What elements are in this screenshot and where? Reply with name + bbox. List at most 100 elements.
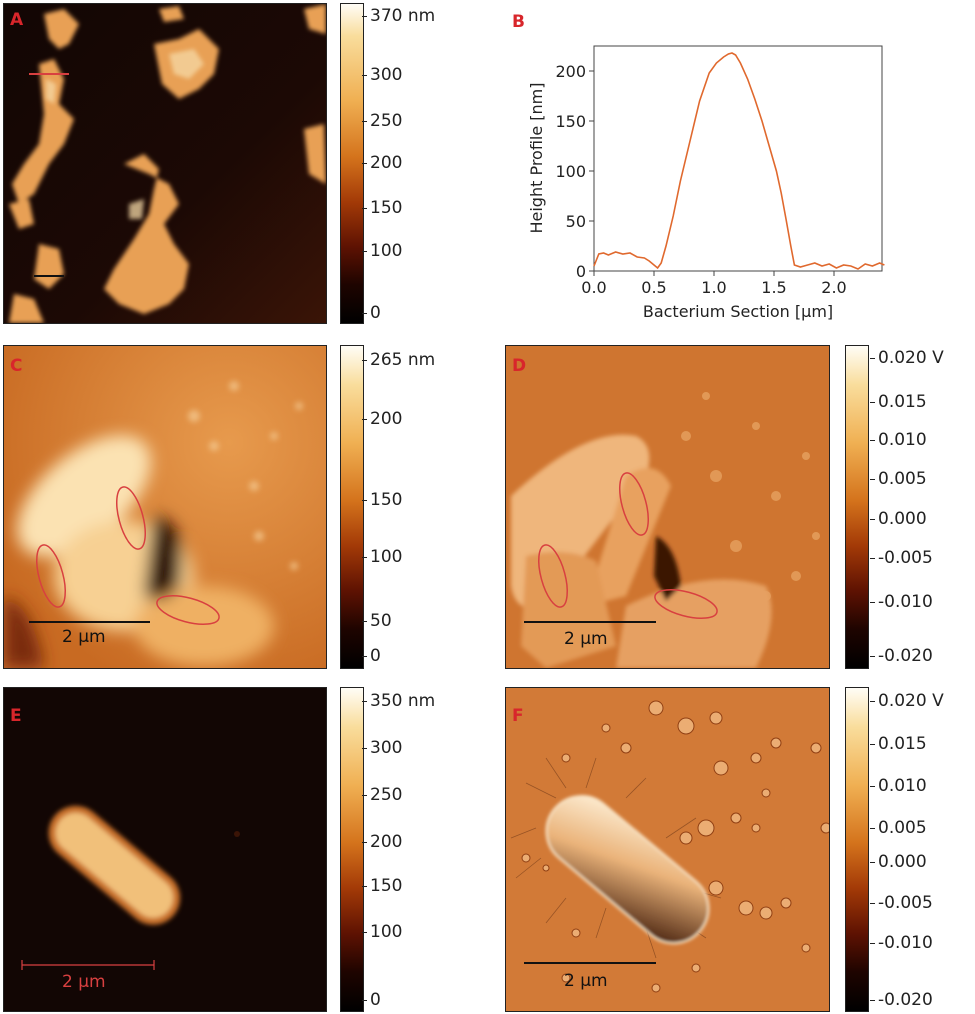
colorbar-tick-label: 50 xyxy=(370,611,392,631)
y-axis-label: Height Profile [nm] xyxy=(527,82,546,233)
colorbar-tick-label: 370 nm xyxy=(370,6,436,26)
colorbar-tick-mark xyxy=(362,748,367,749)
colorbar-tick-mark xyxy=(362,500,367,501)
colorbar-tick-label: 200 xyxy=(370,153,403,173)
colorbar-tick-label: 0.005 xyxy=(878,818,927,838)
panel-label-d: D xyxy=(512,356,527,376)
panel-label-b: B xyxy=(512,12,525,32)
colorbar-tick-label: 0 xyxy=(370,646,381,666)
colorbar-tick-label: -0.010 xyxy=(878,933,933,953)
colorbar-tick-mark xyxy=(870,903,875,904)
colorbar-tick-mark xyxy=(870,862,875,863)
colorbar-tick-label: 0.000 xyxy=(878,509,927,529)
colorbar-tick-mark xyxy=(362,656,367,657)
colorbar-tick-label: 0.005 xyxy=(878,469,927,489)
colorbar-d xyxy=(845,345,869,669)
colorbar-tick-mark xyxy=(870,558,875,559)
colorbar-tick-label: 0 xyxy=(370,990,381,1010)
y-tick-label: 150 xyxy=(555,112,586,131)
y-tick-label: 200 xyxy=(555,62,586,81)
scale-bar-label-c: 2 μm xyxy=(62,627,106,647)
colorbar-tick-label: 300 xyxy=(370,738,403,758)
colorbar-tick-mark xyxy=(362,251,367,252)
panel-label-e: E xyxy=(10,706,22,726)
afm-height-image-e: E 2 μm xyxy=(3,687,327,1012)
colorbar-tick-mark xyxy=(362,16,367,17)
colorbar-tick-label: 200 xyxy=(370,832,403,852)
colorbar-tick-mark xyxy=(870,701,875,702)
colorbar-tick-label: 0.015 xyxy=(878,734,927,754)
height-profile-series-line xyxy=(593,52,885,270)
colorbar-tick-mark xyxy=(870,1000,875,1001)
scale-bar-label-f: 2 μm xyxy=(564,971,608,991)
x-tick-label: 0.5 xyxy=(641,278,666,297)
colorbar-tick-label: -0.020 xyxy=(878,990,933,1010)
colorbar-tick-label: 0 xyxy=(370,303,381,323)
colorbar-tick-mark xyxy=(870,943,875,944)
colorbar-tick-mark xyxy=(362,932,367,933)
colorbar-tick-mark xyxy=(362,208,367,209)
colorbar-tick-label: 150 xyxy=(370,876,403,896)
colorbar-tick-label: 0.020 V xyxy=(878,691,944,711)
afm-height-image-a: A xyxy=(3,3,327,324)
scale-bar-label-e: 2 μm xyxy=(62,972,106,992)
colorbar-tick-mark xyxy=(870,602,875,603)
colorbar-tick-mark xyxy=(870,440,875,441)
colorbar-tick-label: 100 xyxy=(370,241,403,261)
colorbar-tick-mark xyxy=(870,656,875,657)
colorbar-tick-label: 0.000 xyxy=(878,852,927,872)
x-tick-label: 1.0 xyxy=(701,278,726,297)
colorbar-tick-label: -0.005 xyxy=(878,893,933,913)
colorbar-tick-mark xyxy=(870,786,875,787)
y-tick-label: 50 xyxy=(566,212,586,231)
colorbar-tick-mark xyxy=(870,744,875,745)
colorbar-tick-mark xyxy=(362,121,367,122)
colorbar-tick-label: 250 xyxy=(370,785,403,805)
colorbar-tick-mark xyxy=(870,828,875,829)
colorbar-tick-label: -0.010 xyxy=(878,592,933,612)
colorbar-tick-mark xyxy=(362,701,367,702)
x-tick-label: 2.0 xyxy=(821,278,846,297)
colorbar-tick-mark xyxy=(362,313,367,314)
colorbar-tick-mark xyxy=(870,402,875,403)
colorbar-tick-label: 100 xyxy=(370,922,403,942)
colorbar-tick-label: -0.020 xyxy=(878,646,933,666)
height-profile-chart: 0.0 0.5 1.0 1.5 2.0 0 50 100 150 200 Bacterium S… xyxy=(527,45,885,321)
colorbar-tick-label: 300 xyxy=(370,65,403,85)
y-tick-label: 100 xyxy=(555,162,586,181)
plot-area xyxy=(593,45,883,272)
colorbar-tick-label: 150 xyxy=(370,198,403,218)
colorbar-tick-label: 0.020 V xyxy=(878,348,944,368)
panel-label-c: C xyxy=(10,356,23,376)
colorbar-tick-mark xyxy=(362,360,367,361)
colorbar-a xyxy=(340,3,364,324)
colorbar-tick-mark xyxy=(362,1000,367,1001)
afm-amplitude-image-d: D 2 μm xyxy=(505,345,830,669)
colorbar-tick-label: 200 xyxy=(370,409,403,429)
scale-bar-label-d: 2 μm xyxy=(564,629,608,649)
colorbar-tick-mark xyxy=(362,163,367,164)
panel-label-f: F xyxy=(512,706,524,726)
colorbar-tick-label: 265 nm xyxy=(370,350,436,370)
colorbar-tick-mark xyxy=(362,557,367,558)
colorbar-tick-label: 100 xyxy=(370,547,403,567)
colorbar-tick-label: 150 xyxy=(370,490,403,510)
colorbar-tick-mark xyxy=(362,419,367,420)
colorbar-tick-label: 350 nm xyxy=(370,691,436,711)
colorbar-tick-label: 0.015 xyxy=(878,392,927,412)
panel-label-a: A xyxy=(10,10,24,30)
afm-amplitude-image-f: F 2 μm xyxy=(505,687,830,1012)
colorbar-c xyxy=(340,345,364,669)
colorbar-tick-mark xyxy=(362,75,367,76)
colorbar-f xyxy=(845,687,869,1012)
colorbar-tick-mark xyxy=(870,479,875,480)
colorbar-tick-mark xyxy=(870,358,875,359)
colorbar-e xyxy=(340,687,364,1012)
colorbar-tick-mark xyxy=(870,519,875,520)
colorbar-tick-label: 0.010 xyxy=(878,776,927,796)
colorbar-tick-label: 0.010 xyxy=(878,430,927,450)
colorbar-tick-mark xyxy=(362,795,367,796)
colorbar-tick-mark xyxy=(362,621,367,622)
y-tick-label: 0 xyxy=(576,262,586,281)
x-tick-label: 0.0 xyxy=(581,278,606,297)
